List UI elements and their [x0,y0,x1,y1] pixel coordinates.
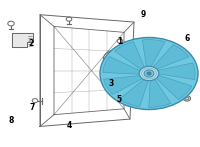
Text: 1: 1 [117,37,123,46]
Text: 4: 4 [66,121,72,130]
Circle shape [147,72,151,75]
Text: 3: 3 [108,79,114,88]
Polygon shape [156,75,192,100]
Polygon shape [12,33,33,47]
Text: 9: 9 [140,10,146,19]
Polygon shape [142,40,165,67]
Polygon shape [115,42,145,69]
Text: 2: 2 [28,39,34,48]
Circle shape [100,37,198,110]
Circle shape [113,57,117,61]
Polygon shape [153,45,189,69]
Text: 5: 5 [116,95,122,105]
Circle shape [183,96,191,101]
Text: 7: 7 [29,103,35,112]
Polygon shape [104,76,142,95]
Polygon shape [149,79,171,107]
Polygon shape [119,80,148,107]
Polygon shape [158,63,195,80]
Polygon shape [103,56,140,74]
Text: 6: 6 [184,34,190,43]
Circle shape [144,70,154,77]
Text: 8: 8 [8,116,14,125]
Circle shape [139,66,159,81]
